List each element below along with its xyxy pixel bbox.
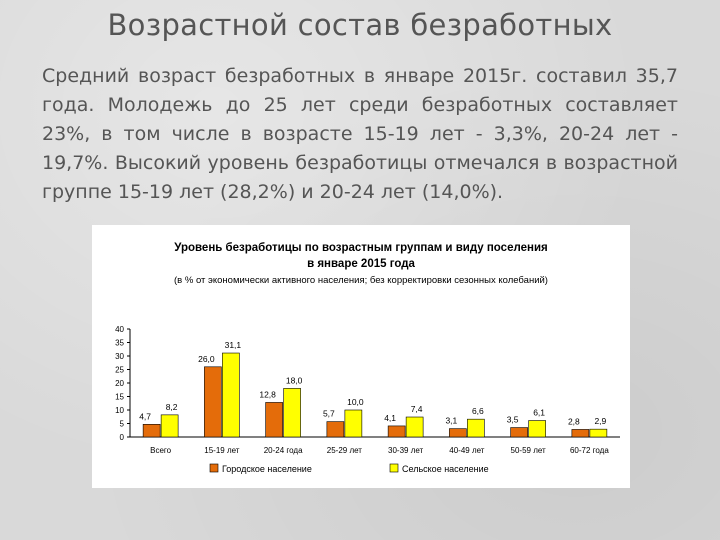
bar-urban	[387, 425, 406, 438]
bar-urban	[571, 429, 590, 438]
data-label: 31,1	[225, 340, 242, 350]
bar-rural	[160, 414, 179, 438]
x-category-label: 20-24 года	[264, 446, 303, 455]
bar-urban	[142, 424, 161, 438]
x-category-label: 50-59 лет	[511, 446, 547, 455]
legend-label: Сельское население	[402, 464, 489, 474]
data-label: 18,0	[286, 375, 303, 385]
y-tick-label: 15	[115, 393, 124, 402]
x-category-label: 15-19 лет	[204, 446, 240, 455]
data-label: 3,1	[445, 416, 457, 426]
data-label: 8,2	[166, 402, 178, 412]
y-tick-label: 40	[115, 325, 124, 334]
y-tick-label: 25	[115, 366, 124, 375]
x-category-label: Всего	[150, 446, 172, 455]
legend-swatch	[209, 463, 219, 473]
data-label: 26,0	[198, 354, 215, 364]
y-tick-label: 5	[120, 420, 125, 429]
bar-rural	[589, 428, 608, 438]
unemployment-bar-chart: Уровень безработицы по возрастным группа…	[115, 242, 620, 474]
data-label: 4,7	[139, 411, 151, 421]
x-category-label: 60-72 года	[570, 446, 609, 455]
bar-urban	[510, 427, 528, 438]
data-label: 6,1	[533, 408, 545, 418]
data-label: 2,9	[594, 416, 606, 426]
y-tick-label: 35	[115, 339, 124, 348]
bar-urban	[449, 428, 467, 438]
data-label: 7,4	[411, 404, 423, 414]
bar-urban	[265, 402, 283, 438]
chart-title-line1: Уровень безработицы по возрастным группа…	[174, 242, 548, 254]
bar-rural	[528, 420, 546, 438]
slide-body-text: Средний возраст безработных в январе 201…	[42, 65, 678, 203]
legend-swatch	[389, 463, 399, 473]
bar-rural	[467, 418, 485, 438]
x-category-label: 40-49 лет	[449, 446, 485, 455]
data-label: 4,1	[384, 413, 396, 423]
chart-title-line2: в январе 2015 года	[307, 258, 415, 270]
y-tick-label: 30	[115, 352, 124, 361]
data-label: 2,8	[568, 416, 580, 426]
chart-subtitle: (в % от экономически активного населения…	[174, 275, 548, 286]
legend-label: Городское население	[222, 464, 312, 474]
x-category-label: 30-39 лет	[388, 446, 424, 455]
x-category-label: 25-29 лет	[327, 446, 363, 455]
data-label: 3,5	[507, 415, 519, 425]
y-tick-label: 0	[120, 433, 125, 442]
bar-urban	[326, 421, 345, 438]
bar-urban	[204, 366, 222, 438]
data-label: 6,6	[472, 406, 484, 416]
bar-rural	[283, 388, 301, 438]
bar-rural	[222, 352, 240, 438]
data-label: 10,0	[347, 397, 364, 407]
bar-rural	[344, 409, 363, 438]
plot-area: 0 5 10 15 20 25 30 35 40 4,7 8,2 Всего 26,0 31,1 15-19…	[115, 325, 620, 474]
chart-panel: Уровень безработицы по возрастным группа…	[92, 225, 630, 488]
data-label: 12,8	[259, 389, 276, 399]
y-tick-label: 20	[115, 379, 124, 388]
bar-rural	[405, 416, 424, 438]
slide-title: Возрастной состав безработных	[107, 8, 613, 42]
data-label: 5,7	[323, 409, 335, 419]
y-tick-label: 10	[115, 406, 124, 415]
